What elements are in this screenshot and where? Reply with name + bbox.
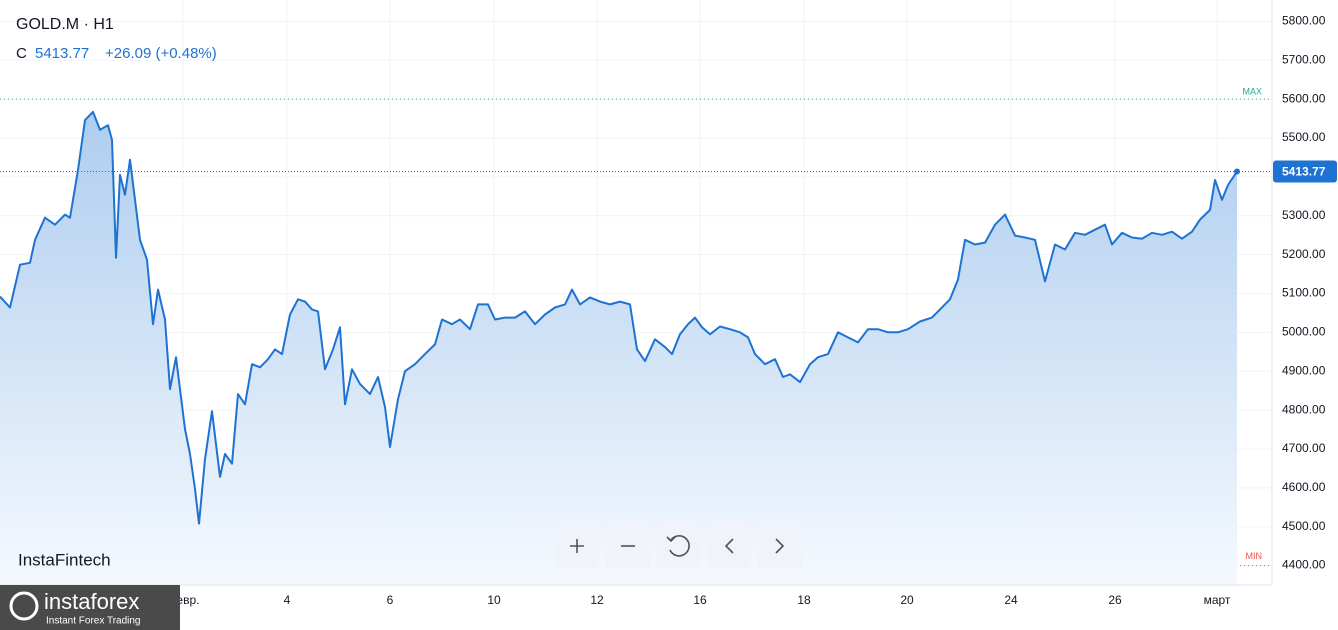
last-point — [1234, 168, 1240, 175]
scroll-right-button[interactable] — [758, 524, 802, 568]
brand-name: instaforex — [44, 589, 139, 614]
x-tick-label: 12 — [590, 593, 604, 607]
last-price-axis-label: 5413.77 — [1282, 165, 1326, 179]
watermark: InstaFintech — [18, 550, 111, 569]
toolbar — [555, 524, 802, 568]
y-tick-label: 4400.00 — [1282, 558, 1326, 572]
x-tick-label: 18 — [797, 593, 811, 607]
logo-background — [0, 585, 180, 630]
last-price: 5413.77 — [35, 45, 89, 62]
y-tick-label: 4900.00 — [1282, 363, 1326, 377]
scroll-left-button[interactable] — [707, 524, 751, 568]
y-tick-label: 4800.00 — [1282, 402, 1326, 416]
y-tick-label: 4500.00 — [1282, 519, 1326, 533]
y-tick-label: 5300.00 — [1282, 208, 1326, 222]
price-line — [0, 110, 1238, 525]
chart-title: GOLD.M · H1 — [16, 16, 114, 33]
x-tick-label: 24 — [1004, 593, 1018, 607]
x-tick-label: 10 — [487, 593, 501, 607]
y-tick-label: 5100.00 — [1282, 286, 1326, 300]
last-price-badge — [1273, 160, 1337, 183]
price-change: +26.09 (+0.48%) — [105, 45, 217, 62]
y-tick-label: 4700.00 — [1282, 441, 1326, 455]
x-tick-label: март — [1204, 593, 1231, 607]
y-tick-label: 5700.00 — [1282, 52, 1326, 66]
x-tick-label: 4 — [284, 593, 291, 607]
y-tick-label: 4600.00 — [1282, 480, 1326, 494]
x-tick-label: 16 — [693, 593, 707, 607]
max-label: MAX — [1242, 86, 1262, 96]
brand-logo: instaforex Instant Forex Trading — [0, 585, 180, 630]
min-label: MIN — [1246, 551, 1263, 561]
reset-button[interactable] — [656, 524, 700, 568]
zoom-in-button[interactable] — [555, 524, 599, 568]
y-tick-label: 5000.00 — [1282, 325, 1326, 339]
area-fill — [0, 111, 1237, 586]
zoom-out-button[interactable] — [606, 524, 650, 568]
x-tick-label: 6 — [387, 593, 394, 607]
brand-tagline: Instant Forex Trading — [46, 616, 141, 627]
ohlc-label: C — [16, 45, 27, 62]
x-tick-label: 26 — [1108, 593, 1122, 607]
logo-icon — [9, 591, 39, 621]
y-tick-label: 5500.00 — [1282, 130, 1326, 144]
y-tick-label: 5600.00 — [1282, 91, 1326, 105]
x-tick-label: 20 — [900, 593, 914, 607]
y-tick-label: 5800.00 — [1282, 14, 1326, 28]
y-tick-label: 5200.00 — [1282, 247, 1326, 261]
